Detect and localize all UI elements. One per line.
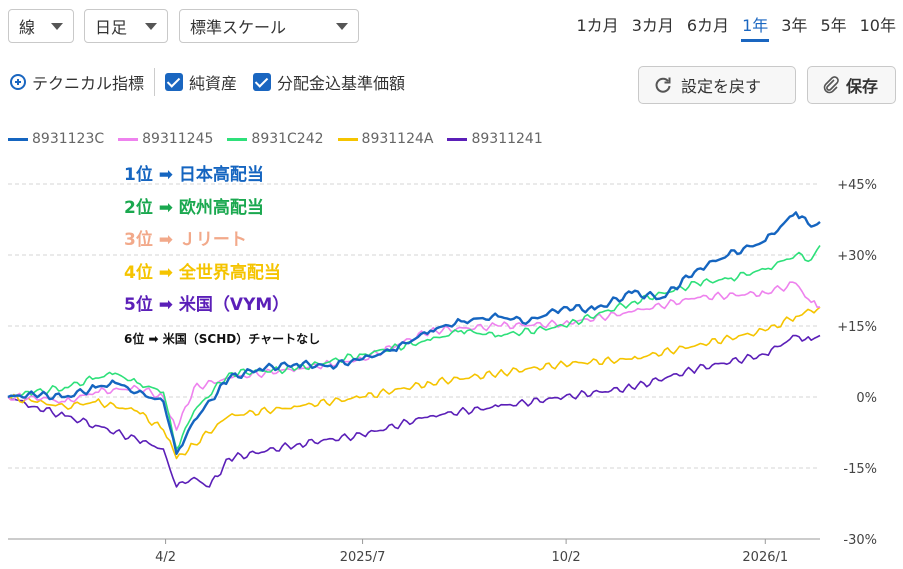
series-line-8931123C — [7, 211, 821, 455]
tab-10y[interactable]: 10年 — [859, 16, 896, 35]
tab-5y[interactable]: 5年 — [820, 16, 847, 35]
save-button[interactable]: 保存 — [807, 66, 896, 104]
tab-1y[interactable]: 1年 — [741, 12, 770, 42]
technical-indicator-link[interactable]: テクニカル指標 — [32, 74, 145, 93]
legend-item[interactable]: 8931123C — [8, 131, 104, 147]
legend-label: 8931124A — [361, 131, 434, 147]
dividend-price-checkbox[interactable] — [253, 73, 272, 91]
reset-settings-label: 設定を戻す — [681, 77, 762, 96]
rank-4-label: 4位 ➡ 全世界高配当 — [124, 262, 281, 283]
save-label: 保存 — [846, 77, 879, 96]
x-tick-label: 4/2 — [155, 550, 176, 565]
legend-item[interactable]: 89311241 — [447, 131, 543, 147]
chart-type-value: 線 — [19, 18, 36, 37]
paperclip-icon — [823, 76, 839, 94]
refresh-icon — [655, 77, 671, 93]
legend-item[interactable]: 8931C242 — [227, 131, 324, 147]
y-tick-label: 0% — [856, 391, 877, 406]
tab-6m[interactable]: 6カ月 — [686, 16, 730, 35]
chevron-down-icon — [336, 22, 348, 30]
series-line-8931C242 — [7, 245, 821, 450]
reset-settings-button[interactable]: 設定を戻す — [638, 66, 796, 104]
rank-1-label: 1位 ➡ 日本高配当 — [124, 164, 264, 185]
scale-select[interactable]: 標準スケール — [179, 9, 359, 43]
plus-circle-icon[interactable] — [10, 74, 26, 90]
tab-3y[interactable]: 3年 — [781, 16, 808, 35]
period-tabs: 1カ月 3カ月 6カ月 1年 3年 5年 10年 — [576, 12, 898, 42]
divider — [154, 68, 156, 96]
net-assets-label: 純資産 — [189, 74, 238, 93]
chart-type-select[interactable]: 線 — [8, 9, 74, 43]
x-tick-label: 10/2 — [552, 550, 581, 565]
legend-label: 89311245 — [142, 131, 214, 147]
y-tick-label: +30% — [837, 249, 877, 264]
net-assets-checkbox[interactable] — [165, 73, 184, 91]
y-tick-label: -15% — [843, 462, 877, 477]
y-tick-label: +15% — [837, 320, 877, 335]
interval-value: 日足 — [95, 18, 128, 37]
legend-item[interactable]: 8931124A — [337, 131, 434, 147]
rank-6-label: 6位 ➡ 米国（SCHD）チャートなし — [124, 331, 320, 346]
legend-label: 89311241 — [471, 131, 543, 147]
tab-3m[interactable]: 3カ月 — [631, 16, 674, 35]
chart-legend: 8931123C 89311245 8931C242 8931124A 8931… — [8, 131, 543, 147]
indicator-toolbar: テクニカル指標 純資産 分配金込基準価額 — [10, 68, 405, 96]
legend-label: 8931C242 — [251, 131, 324, 147]
x-tick-label: 2026/1 — [742, 550, 788, 565]
interval-select[interactable]: 日足 — [84, 9, 168, 43]
y-tick-label: -30% — [843, 533, 877, 548]
chevron-down-icon — [145, 22, 157, 30]
chevron-down-icon — [51, 22, 63, 30]
series-line-8931124A — [7, 306, 821, 460]
scale-value: 標準スケール — [190, 18, 287, 37]
rank-2-label: 2位 ➡ 欧州高配当 — [124, 197, 264, 218]
series-line-89311241 — [7, 334, 821, 488]
legend-label: 8931123C — [32, 131, 105, 147]
rank-5-label: 5位 ➡ 米国（VYM） — [124, 294, 289, 315]
legend-item[interactable]: 89311245 — [118, 131, 213, 147]
dividend-price-label: 分配金込基準価額 — [277, 74, 406, 93]
y-tick-label: +45% — [837, 178, 877, 193]
rank-3-label: 3位 ➡ Ｊリート — [124, 229, 247, 250]
x-tick-label: 2025/7 — [340, 550, 386, 565]
tab-1m[interactable]: 1カ月 — [576, 16, 619, 35]
